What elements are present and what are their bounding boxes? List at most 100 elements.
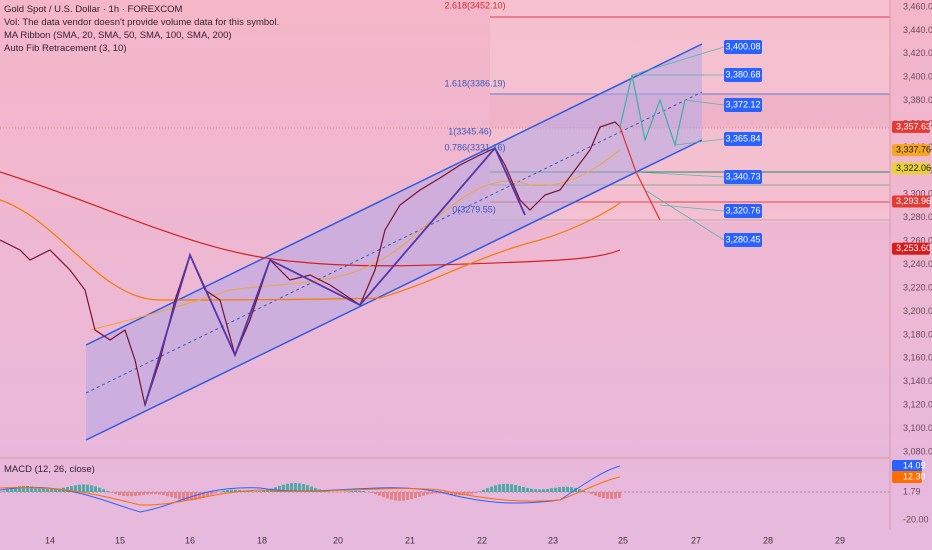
hist-bar: [386, 492, 389, 499]
target-label: 3,372.12: [725, 99, 760, 109]
hist-bar: [434, 492, 437, 494]
hist-bar: [402, 492, 405, 501]
hist-bar: [94, 486, 97, 492]
hist-bar: [178, 492, 181, 500]
hist-bar: [370, 492, 373, 493]
hist-bar: [86, 484, 89, 492]
hist-bar: [398, 492, 401, 501]
hist-bar: [410, 492, 413, 500]
hist-bar: [354, 490, 357, 492]
hist-bar: [298, 483, 301, 492]
fib-label: 0(3279.55): [452, 204, 496, 214]
hist-bar: [294, 483, 297, 492]
date-label: 18: [257, 535, 267, 545]
hist-bar: [46, 488, 49, 492]
date-label: 27: [691, 535, 701, 545]
price-tick-label: 3,160.00: [903, 353, 932, 363]
hist-bar: [414, 492, 417, 499]
hist-bar: [174, 492, 177, 499]
symbol-title: Gold Spot / U.S. Dollar · 1h · FOREXCOM: [4, 4, 183, 15]
macd-tag-label: -20.00: [903, 514, 929, 524]
hist-bar: [38, 487, 41, 492]
fib-label: 1.618(3386.19): [444, 78, 505, 88]
hist-bar: [594, 492, 597, 496]
hist-bar: [98, 487, 101, 492]
sma-200: [0, 171, 621, 267]
hist-bar: [606, 492, 609, 499]
target-label: 3,340.73: [725, 171, 760, 181]
price-tick-label: 3,200.00: [903, 306, 932, 316]
hist-bar: [130, 492, 133, 497]
target-links: [631, 46, 725, 241]
channel-bottom: [85, 139, 703, 441]
target-label: 3,320.76: [725, 205, 760, 215]
hist-bar: [466, 492, 469, 495]
sma-50: [89, 149, 621, 331]
price-tick-label: 3,460.00: [903, 1, 932, 11]
hist-bar: [390, 492, 393, 500]
hist-bar: [214, 492, 217, 494]
hist-bar: [526, 487, 529, 492]
hist-bar: [374, 492, 377, 495]
hist-bar: [474, 492, 477, 493]
price-tag: [892, 162, 930, 175]
hist-bar: [326, 491, 329, 492]
hist-bar: [438, 492, 441, 494]
hist-bar: [450, 492, 453, 495]
hist-bar: [182, 492, 185, 501]
fib-label: 0.786(3331.16): [444, 142, 505, 152]
hist-bar: [446, 492, 449, 495]
hist-bar: [238, 490, 241, 492]
hist-bar: [530, 488, 533, 492]
date-label: 21: [405, 535, 415, 545]
hist-bar: [206, 492, 209, 497]
hist-bar: [470, 492, 473, 495]
hist-bar: [590, 492, 593, 495]
price-tag: [892, 144, 930, 157]
macd-title[interactable]: MACD (12, 26, close): [4, 464, 95, 475]
target-box: [724, 40, 762, 54]
hist-bar: [562, 486, 565, 492]
hist-bar: [506, 483, 509, 492]
hist-bar: [514, 485, 517, 492]
hist-bar: [358, 490, 361, 492]
hist-bar: [150, 492, 153, 495]
price-tag-label: 3,253.60: [896, 243, 931, 253]
hist-bar: [550, 488, 553, 492]
hist-bar: [262, 490, 265, 492]
price-tick-label: 3,120.00: [903, 400, 932, 410]
hist-bar: [534, 489, 537, 492]
hist-bar: [618, 492, 621, 499]
hist-bar: [58, 488, 61, 492]
hist-bar: [378, 492, 381, 496]
hist-bar: [142, 492, 145, 495]
date-label: 14: [45, 535, 55, 545]
hist-bar: [494, 485, 497, 492]
hist-bar: [234, 489, 237, 492]
indicator-label[interactable]: MA Ribbon (SMA, 20, SMA, 50, SMA, 100, S…: [4, 30, 232, 41]
hist-bar: [170, 492, 173, 498]
price-tick-label: 3,400.00: [903, 72, 932, 82]
volume-note: Vol: The data vendor doesn't provide vol…: [4, 17, 279, 28]
indicator-label[interactable]: Auto Fib Retracement (3, 10): [4, 43, 127, 54]
date-label: 29: [835, 535, 845, 545]
hist-bar: [126, 492, 129, 497]
hist-bar: [226, 490, 229, 492]
hist-bar: [426, 492, 429, 495]
hist-bar: [554, 487, 557, 492]
target-label: 3,380.68: [725, 69, 760, 79]
hist-bar: [222, 490, 225, 492]
price-tick-label: 3,240.00: [903, 259, 932, 269]
hist-bar: [486, 488, 489, 492]
channel-top: [85, 43, 703, 346]
hist-bar: [70, 486, 73, 492]
hist-bar: [146, 492, 149, 495]
hist-bar: [490, 486, 493, 492]
hist-bar: [2, 491, 5, 492]
macd-tag-label: 12.30: [903, 471, 926, 481]
price-tick-label: 3,440.00: [903, 25, 932, 35]
hist-bar: [570, 487, 573, 492]
hist-bar: [462, 492, 465, 496]
hist-bar: [50, 489, 53, 492]
